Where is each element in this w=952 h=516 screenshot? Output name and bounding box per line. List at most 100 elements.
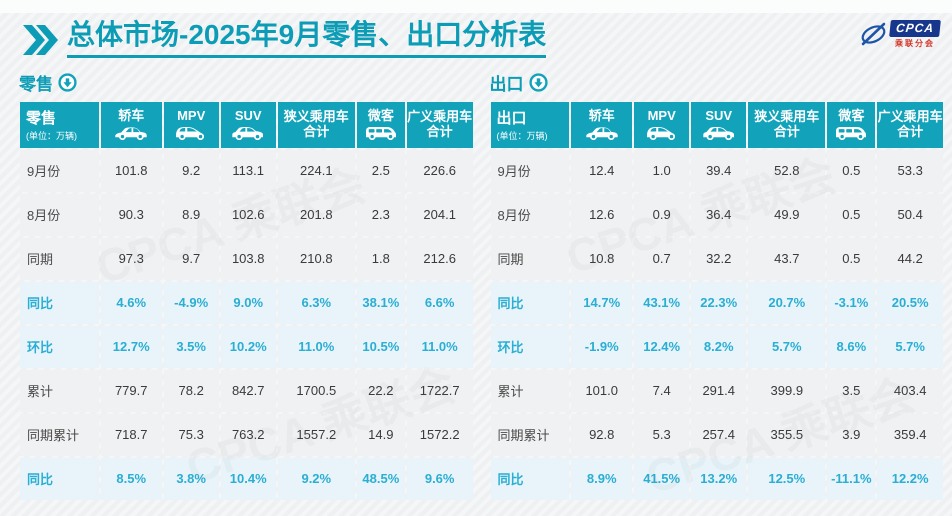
down-arrow-circle-icon [58, 73, 77, 92]
cell: 9.6% [406, 457, 473, 500]
mpv-icon [634, 125, 689, 141]
cell: 9.7 [163, 237, 219, 280]
row-label: 同比 [490, 457, 570, 500]
cell: 355.5 [748, 413, 826, 456]
column-sublabel: 合计 [303, 123, 330, 139]
column-header: SUV [691, 101, 747, 148]
column-label: MPV [647, 108, 676, 124]
tables-area: 零售 零售 (单位：万辆) 轿车 MPV SUV 狭义乘用车 合计 微客 广义乘用车 合计 9月份… [0, 70, 952, 502]
mpv-icon [164, 125, 219, 141]
cell: 5.7% [748, 325, 826, 368]
export-panel: 出口 出口 (单位：万辆) 轿车 MPV SUV 狭义乘用车 合计 微客 广义乘用车 合计 9月份… [489, 70, 946, 502]
row-label: 9月份 [20, 149, 99, 192]
top-strip [0, 0, 952, 13]
cell: 44.2 [877, 237, 943, 280]
cell: 224.1 [277, 149, 355, 192]
cell: 52.8 [748, 149, 826, 192]
row-label: 同期 [490, 237, 570, 280]
sedan-icon [571, 125, 632, 141]
column-label: 广义乘用车 [877, 108, 943, 124]
cell: 3.8% [163, 457, 219, 500]
cell: 2.5 [356, 149, 405, 192]
table-row: 同期 97.3 9.7 103.8 210.8 1.8 212.6 [20, 237, 473, 280]
cell: 4.6% [100, 281, 162, 324]
cell: 6.3% [277, 281, 355, 324]
column-sublabel: 合计 [897, 123, 924, 139]
cell: 8.9% [571, 457, 633, 500]
row-label: 累计 [20, 369, 99, 412]
cell: 41.5% [634, 457, 690, 500]
cell: 201.8 [277, 193, 355, 236]
cell: 291.4 [691, 369, 747, 412]
row-label: 同期累计 [490, 413, 570, 456]
table-unit: (单位：万辆) [26, 131, 77, 142]
cell: 90.3 [100, 193, 162, 236]
cell: -3.1% [827, 281, 876, 324]
cell: 3.5% [163, 325, 219, 368]
cell: 9.2% [277, 457, 355, 500]
column-label: 微客 [367, 108, 394, 124]
row-label: 同比 [20, 457, 99, 500]
cell: 8.9 [163, 193, 219, 236]
cell: 20.5% [877, 281, 943, 324]
cell: 0.5 [827, 237, 876, 280]
cell: 43.7 [748, 237, 826, 280]
export-table: 出口 (单位：万辆) 轿车 MPV SUV 狭义乘用车 合计 微客 广义乘用车 合计 9月份 12.… [489, 100, 946, 502]
table-row: 同比 8.5% 3.8% 10.4% 9.2% 48.5% 9.6% [20, 457, 473, 500]
column-header: 轿车 [571, 101, 633, 148]
cell: 8.6% [827, 325, 876, 368]
cpca-logo-subtext: 乘联分会 [894, 39, 935, 48]
cell: 1.0 [634, 149, 690, 192]
table-row: 环比 12.7% 3.5% 10.2% 11.0% 10.5% 11.0% [20, 325, 473, 368]
cell: 43.1% [634, 281, 690, 324]
suv-icon [691, 125, 746, 141]
column-header: 微客 [827, 101, 876, 148]
row-label: 同比 [490, 281, 570, 324]
cell: 12.5% [748, 457, 826, 500]
column-label: SUV [705, 108, 733, 124]
column-label: MPV [177, 108, 206, 124]
cell: 14.9 [356, 413, 405, 456]
cell: 718.7 [100, 413, 162, 456]
cell: 13.2% [691, 457, 747, 500]
table-title-cell: 零售 (单位：万辆) [20, 101, 99, 148]
column-header: 广义乘用车 合计 [406, 101, 473, 148]
cpca-logo: CPCA 乘联分会 [860, 20, 941, 49]
cpca-logo-text-block: CPCA 乘联分会 [889, 20, 941, 49]
header-row: 零售 (单位：万辆) 轿车 MPV SUV 狭义乘用车 合计 微客 广义乘用车 合计 [20, 101, 473, 148]
suv-icon [221, 125, 276, 141]
column-label: 狭义乘用车 [283, 108, 349, 124]
column-label: 微客 [838, 108, 865, 124]
header-row: 出口 (单位：万辆) 轿车 MPV SUV 狭义乘用车 合计 微客 广义乘用车 合计 [490, 101, 943, 148]
sedan-icon [101, 125, 162, 141]
cell: 12.7% [100, 325, 162, 368]
cell: 36.4 [691, 193, 747, 236]
cell: 101.8 [100, 149, 162, 192]
row-label: 8月份 [490, 193, 570, 236]
table-row: 累计 779.7 78.2 842.7 1700.5 22.2 1722.7 [20, 369, 473, 412]
cell: 1.8 [356, 237, 405, 280]
cell: 101.0 [571, 369, 633, 412]
cell: -4.9% [163, 281, 219, 324]
column-label: 狭义乘用车 [754, 108, 820, 124]
cell: 763.2 [220, 413, 276, 456]
column-header: MPV [163, 101, 219, 148]
page-title: 总体市场-2025年9月零售、出口分析表 [67, 19, 547, 58]
column-label: SUV [234, 108, 262, 124]
cpca-swoosh-icon [860, 21, 887, 48]
cell: 50.4 [877, 193, 943, 236]
cell: 3.5 [827, 369, 876, 412]
cell: 204.1 [406, 193, 473, 236]
cell: 53.3 [877, 149, 943, 192]
cell: 103.8 [220, 237, 276, 280]
cell: 1722.7 [406, 369, 473, 412]
cell: 1572.2 [406, 413, 473, 456]
column-sublabel: 合计 [426, 123, 453, 139]
cell: 3.9 [827, 413, 876, 456]
row-label: 同期 [20, 237, 99, 280]
cell: 22.2 [356, 369, 405, 412]
cell: 14.7% [571, 281, 633, 324]
cell: 5.7% [877, 325, 943, 368]
cell: 1557.2 [277, 413, 355, 456]
cell: 38.1% [356, 281, 405, 324]
